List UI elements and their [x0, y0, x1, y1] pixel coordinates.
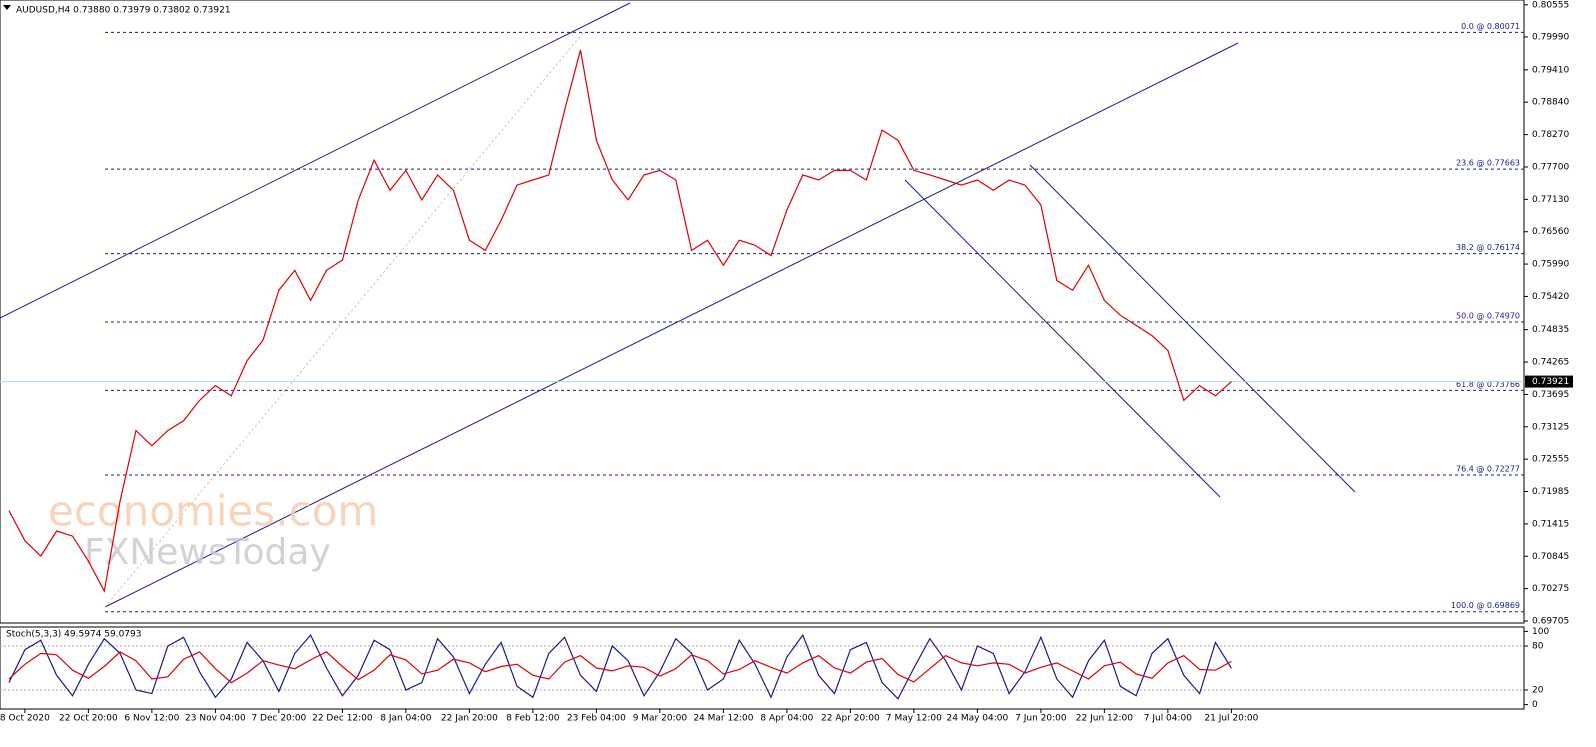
last-price-box [1525, 375, 1573, 388]
y-tick-label: 0.77700 [1532, 162, 1569, 172]
x-tick-label: 8 Feb 12:00 [506, 714, 560, 724]
fib-label: 100.0 @ 0.69869 [1451, 601, 1520, 610]
watermark: economies.com [48, 487, 378, 536]
fib-label: 38.2 @ 0.76174 [1456, 243, 1520, 252]
channel-line [104, 42, 1239, 608]
fib-label: 76.4 @ 0.72277 [1456, 464, 1520, 473]
fib-label: 23.6 @ 0.77663 [1456, 159, 1520, 168]
x-tick-label: 24 May 04:00 [947, 714, 1009, 724]
x-tick-label: 23 Feb 04:00 [567, 714, 626, 724]
y-tick-label: 0.73695 [1532, 390, 1569, 400]
y-tick-label: 0.79990 [1532, 32, 1569, 42]
channel-line [0, 2, 631, 319]
y-tick-label: 0.72555 [1532, 455, 1569, 465]
y-tick-label: 0.71985 [1532, 487, 1569, 497]
x-tick-label: 22 Oct 20:00 [59, 714, 118, 724]
x-tick-label: 8 Apr 04:00 [760, 714, 813, 724]
y-tick-label: 0.71415 [1532, 519, 1569, 529]
last-price-label: 0.73921 [1532, 377, 1569, 387]
y-tick-label: 20 [1532, 685, 1544, 695]
y-tick-label: 0.77130 [1532, 195, 1569, 205]
x-tick-label: 9 Mar 20:00 [633, 714, 688, 724]
x-tick-label: 22 Jun 12:00 [1076, 714, 1133, 724]
x-tick-label: 8 Jan 04:00 [380, 714, 432, 724]
y-tick-label: 0.79410 [1532, 65, 1569, 75]
x-tick-label: 7 Dec 20:00 [251, 714, 306, 724]
main-panel [0, 0, 1525, 624]
x-tick-label: 7 Jun 20:00 [1015, 714, 1067, 724]
fib-label: 0.0 @ 0.80071 [1461, 22, 1520, 31]
channel-line [1029, 164, 1356, 493]
y-tick-label: 80 [1532, 642, 1544, 652]
price-line [8, 651, 1232, 684]
x-tick-label: 24 Mar 12:00 [693, 714, 753, 724]
y-tick-label: 0.70275 [1532, 584, 1569, 594]
fib-label: 61.8 @ 0.73766 [1456, 380, 1520, 389]
y-tick-label: 0.78840 [1532, 98, 1569, 108]
y-tick-label: 0.70845 [1532, 552, 1569, 562]
price-line [8, 633, 1232, 700]
watermark: FXNewsToday [84, 532, 331, 573]
y-tick-label: 0.73125 [1532, 422, 1569, 432]
x-tick-label: 6 Nov 12:00 [124, 714, 179, 724]
x-tick-label: 23 Nov 04:00 [185, 714, 246, 724]
stoch-title: Stoch(5,3,3) 49.5974 59.0793 [6, 630, 141, 640]
y-tick-label: 0.75990 [1532, 260, 1569, 270]
menu-arrow [3, 5, 11, 10]
y-tick-label: 0.69705 [1532, 617, 1569, 627]
x-tick-label: 8 Oct 2020 [0, 714, 50, 724]
y-tick-label: 0.80555 [1532, 0, 1569, 10]
channel-line [904, 179, 1221, 498]
y-tick-label: 0.78270 [1532, 130, 1569, 140]
x-tick-label: 22 Dec 12:00 [312, 714, 373, 724]
y-tick-label: 0.74265 [1532, 358, 1569, 368]
x-tick-label: 21 Jul 20:00 [1204, 714, 1258, 724]
y-tick-label: 0 [1532, 700, 1538, 710]
stoch-panel [0, 626, 1525, 710]
price-line [8, 49, 1232, 594]
x-tick-label: 22 Apr 20:00 [821, 714, 880, 724]
trend-lines [0, 2, 1356, 608]
y-tick-label: 0.75420 [1532, 292, 1569, 302]
y-tick-label: 0.76560 [1532, 227, 1569, 237]
x-tick-label: 22 Jan 20:00 [441, 714, 498, 724]
chart-title: AUDUSD,H4 0.73880 0.73979 0.73802 0.7392… [16, 6, 231, 16]
x-tick-label: 7 Jul 04:00 [1144, 714, 1193, 724]
fib-label: 50.0 @ 0.74970 [1456, 312, 1520, 321]
x-tick-label: 7 May 12:00 [886, 714, 942, 724]
y-tick-label: 0.74835 [1532, 325, 1569, 335]
y-tick-label: 100 [1532, 627, 1549, 637]
